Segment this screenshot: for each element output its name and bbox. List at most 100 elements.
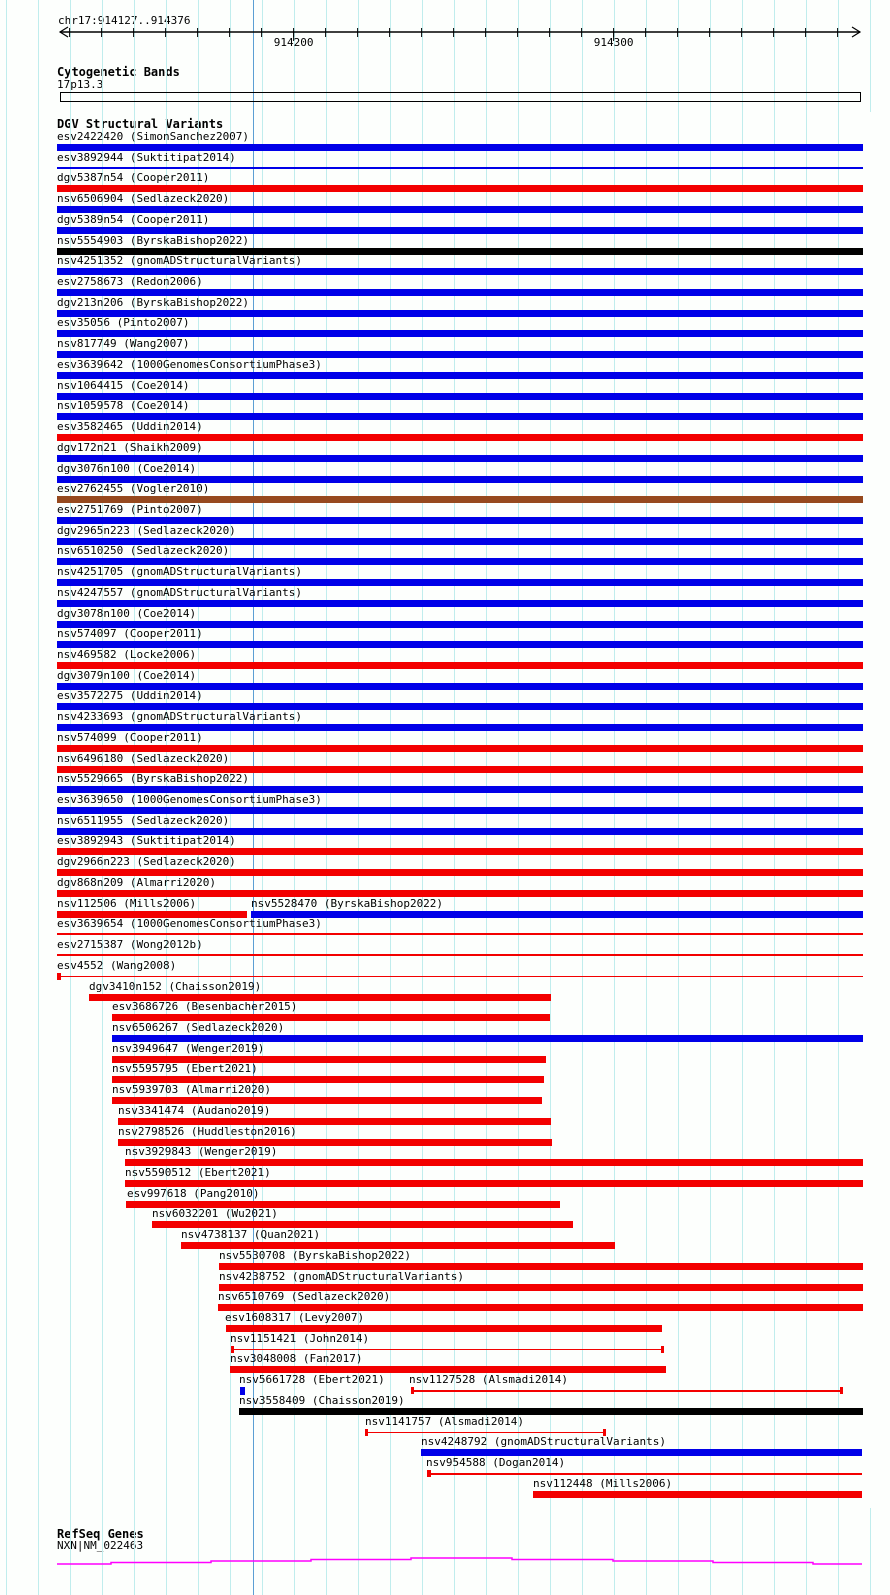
variant-range-line[interactable] [411,1390,843,1392]
variant-bar[interactable] [57,144,863,151]
variant-label[interactable]: nsv6506267 (Sedlazeck2020) [112,1020,285,1034]
variant-bar[interactable] [125,1159,863,1167]
variant-label[interactable]: esv3572275 (Uddin2014) [57,689,203,703]
refseq-gene-label[interactable]: NXN|NM_022463 [57,1539,144,1552]
variant-bar[interactable] [57,392,863,400]
variant-label[interactable]: esv3639642 (1000GenomesConsortiumPhase3) [57,357,322,371]
variant-bar[interactable] [57,933,863,936]
variant-label[interactable]: dgv2966n223 (Sedlazeck2020) [57,855,236,869]
variant-label[interactable]: esv2715387 (Wong2012b) [57,938,203,952]
variant-bar[interactable] [57,703,863,711]
variant-bar[interactable] [57,682,863,690]
variant-label[interactable]: esv2751769 (Pinto2007) [57,502,203,516]
variant-label[interactable]: nsv6032201 (Wu2021) [152,1207,278,1221]
variant-label[interactable]: nsv5528470 (ByrskaBishop2022) [251,896,444,910]
gene-model-line[interactable] [57,1557,862,1565]
variant-bar[interactable] [89,993,551,1001]
variant-label[interactable]: dgv3078n100 (Coe2014) [57,606,197,620]
variant-label[interactable]: dgv5387n54 (Cooper2011) [57,171,210,185]
variant-bar[interactable] [112,1055,546,1063]
variant-bar[interactable] [57,247,863,255]
variant-label[interactable]: dgv868n209 (Almarri2020) [57,875,216,889]
variant-label[interactable]: nsv5530708 (ByrskaBishop2022) [219,1248,412,1262]
variant-bar[interactable] [57,744,863,752]
variant-bar[interactable] [219,1283,863,1291]
variant-bar[interactable] [57,268,863,276]
variant-bar[interactable] [57,848,863,856]
variant-bar[interactable] [57,330,863,338]
variant-bar[interactable] [57,537,863,545]
variant-bar[interactable] [57,454,863,462]
variant-label[interactable]: nsv4233693 (gnomADStructuralVariants) [57,710,303,724]
variant-bar[interactable] [57,516,863,524]
variant-bar[interactable] [57,309,863,317]
variant-label[interactable]: nsv1141757 (Alsmadi2014) [365,1414,524,1428]
variant-label[interactable]: nsv3048008 (Fan2017) [230,1352,363,1366]
variant-label[interactable]: nsv6510250 (Sedlazeck2020) [57,544,230,558]
variant-range-end-marker[interactable] [661,1345,664,1353]
variant-label[interactable]: dgv2965n223 (Sedlazeck2020) [57,523,236,537]
variant-range-line[interactable] [365,1431,606,1434]
variant-label[interactable]: nsv5554903 (ByrskaBishop2022) [57,233,250,247]
variant-bar[interactable] [57,579,863,587]
variant-label[interactable]: nsv5595795 (Ebert2021) [112,1062,258,1076]
variant-bar[interactable] [57,351,863,359]
variant-label[interactable]: nsv6506904 (Sedlazeck2020) [57,192,230,206]
variant-label[interactable]: nsv4247557 (gnomADStructuralVariants) [57,585,303,599]
variant-bar[interactable] [112,1014,550,1022]
variant-bar[interactable] [219,1262,863,1270]
variant-label[interactable]: nsv817749 (Wang2007) [57,337,190,351]
variant-bar[interactable] [118,1117,551,1125]
variant-range-end-marker[interactable] [603,1428,606,1436]
variant-label[interactable]: nsv954588 (Dogan2014) [426,1456,566,1470]
variant-label[interactable]: esv3639654 (1000GenomesConsortiumPhase3) [57,917,322,931]
variant-label[interactable]: nsv469582 (Locke2006) [57,648,197,661]
variant-bar[interactable] [57,185,863,193]
variant-point-marker[interactable] [240,1387,245,1396]
variant-label[interactable]: dgv3079n100 (Coe2014) [57,668,197,682]
variant-bar[interactable] [125,1180,863,1187]
variant-bar[interactable] [218,1304,863,1312]
variant-label[interactable]: nsv5661728 (Ebert2021) [239,1373,385,1387]
variant-range-start-marker[interactable] [411,1387,414,1395]
variant-label[interactable]: esv3686726 (Besenbacher2015) [112,1000,298,1014]
variant-label[interactable]: nsv112448 (Mills2006) [533,1476,673,1490]
variant-label[interactable]: nsv4738137 (Quan2021) [181,1228,321,1242]
variant-bar[interactable] [57,620,863,628]
variant-bar[interactable] [57,475,863,483]
variant-bar[interactable] [57,289,863,297]
variant-label[interactable]: nsv4238752 (gnomADStructuralVariants) [219,1269,465,1283]
variant-label[interactable]: nsv3341474 (Audano2019) [118,1103,271,1117]
variant-label[interactable]: esv2422420 (SimonSanchez2007) [57,130,250,143]
variant-bar[interactable] [57,807,863,815]
cytoband-box[interactable] [60,92,861,102]
variant-bar[interactable] [251,910,863,918]
variant-label[interactable]: esv4552 (Wang2008) [57,958,177,972]
variant-bar[interactable] [533,1490,862,1498]
variant-bar[interactable] [112,1034,863,1042]
variant-label[interactable]: esv1608317 (Levy2007) [225,1311,365,1325]
variant-bar[interactable] [57,226,863,234]
variant-label[interactable]: nsv574097 (Cooper2011) [57,627,203,641]
variant-label[interactable]: nsv3949647 (Wenger2019) [112,1041,265,1055]
variant-bar[interactable] [230,1366,666,1374]
variant-bar[interactable] [57,166,863,169]
variant-label[interactable]: esv3892943 (Suktitipat2014) [57,834,236,848]
variant-bar[interactable] [239,1407,863,1415]
variant-label[interactable]: esv3892944 (Suktitipat2014) [57,150,236,164]
variant-bar[interactable] [226,1325,662,1333]
variant-range-start-marker[interactable] [365,1428,368,1436]
variant-bar[interactable] [57,434,863,442]
variant-label[interactable]: esv3639650 (1000GenomesConsortiumPhase3) [57,793,322,807]
variant-bar[interactable] [57,599,863,607]
variant-range-start-marker[interactable] [57,972,61,980]
variant-range-line[interactable] [427,1473,862,1475]
variant-bar[interactable] [57,413,863,421]
variant-bar[interactable] [57,662,863,669]
variant-label[interactable]: esv2758673 (Redon2006) [57,275,203,289]
variant-bar[interactable] [57,765,863,773]
variant-bar[interactable] [57,954,863,957]
variant-label[interactable]: nsv6496180 (Sedlazeck2020) [57,751,230,765]
variant-range-start-marker[interactable] [427,1470,431,1478]
variant-range-start-marker[interactable] [231,1345,234,1353]
